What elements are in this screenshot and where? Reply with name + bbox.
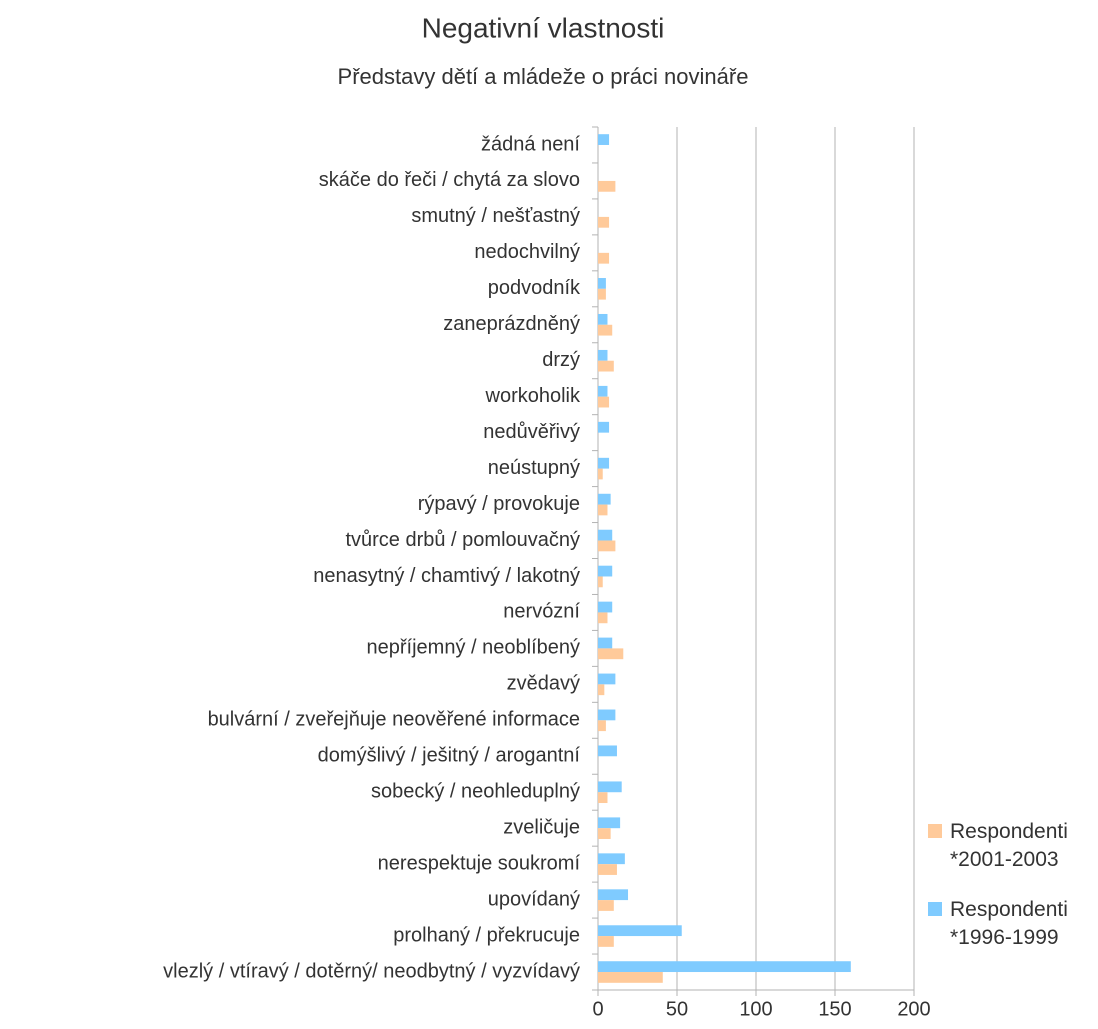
legend-item: Respondenti *1996-1999 <box>928 896 1093 952</box>
bar <box>598 385 608 397</box>
y-tick-label: sobecký / neohleduplný <box>371 781 580 803</box>
bar <box>598 900 614 911</box>
bar <box>598 540 616 552</box>
x-tick-label: 0 <box>592 998 603 1020</box>
x-tick-label: 100 <box>739 998 772 1020</box>
y-tick-label: nedochvilný <box>474 241 580 263</box>
bar <box>598 278 606 289</box>
bar <box>598 637 613 649</box>
bar <box>598 889 629 901</box>
bar <box>598 936 614 947</box>
bar <box>598 792 608 804</box>
bar <box>598 576 603 588</box>
chart-title: Negativní vlastnosti <box>422 12 665 43</box>
bar <box>598 493 611 505</box>
bar <box>598 709 616 721</box>
y-tick-label: nepříjemný / neoblíbený <box>367 637 580 659</box>
bar <box>598 457 610 469</box>
bar <box>598 360 614 372</box>
legend: Respondenti *2001-2003 Respondenti *1996-… <box>928 818 1093 974</box>
y-tick-label: žádná není <box>481 133 580 155</box>
y-tick-label: tvůrce drbů / pomlouvačný <box>345 529 580 551</box>
bar <box>598 349 608 361</box>
x-tick-label: 200 <box>897 998 930 1020</box>
bar <box>598 421 610 433</box>
bar <box>598 180 616 192</box>
chart-subtitle: Představy dětí a mládeže o práci novinář… <box>338 64 749 89</box>
bar <box>598 673 616 685</box>
y-tick-label: rýpavý / provokuje <box>418 493 580 515</box>
legend-label: Respondenti *2001-2003 <box>950 820 1068 871</box>
y-tick-label: nedůvěřivý <box>483 421 580 443</box>
legend-swatch <box>928 824 942 838</box>
bar <box>598 648 624 660</box>
bar <box>598 288 606 300</box>
y-tick-label: nervózní <box>503 601 580 623</box>
bar <box>598 972 663 983</box>
bar <box>598 216 610 228</box>
y-tick-label: podvodník <box>488 277 581 299</box>
bar <box>598 925 682 937</box>
y-tick-label: skáče do řeči / chytá za slovo <box>319 169 580 191</box>
bar <box>598 781 622 793</box>
bar <box>598 864 617 875</box>
legend-swatch <box>928 902 942 916</box>
bar <box>598 745 617 757</box>
y-tick-label: zvědavý <box>507 673 580 695</box>
x-tick-label: 50 <box>666 998 688 1020</box>
y-tick-label: nerespektuje soukromí <box>378 852 581 874</box>
bar <box>598 817 621 829</box>
x-tick-label: 150 <box>818 998 851 1020</box>
bar <box>598 601 613 613</box>
y-tick-label: zveličuje <box>503 816 580 838</box>
y-tick-label: smutný / nešťastný <box>411 205 580 227</box>
bar <box>598 134 610 145</box>
y-tick-label: zaneprázdněný <box>443 313 580 335</box>
bar <box>598 853 625 865</box>
y-tick-label: bulvární / zveřejňuje neověřené informac… <box>208 709 580 731</box>
bar <box>598 565 613 577</box>
y-tick-label: prolhaný / překrucuje <box>393 924 580 946</box>
bar <box>598 324 613 336</box>
bar <box>598 313 608 325</box>
bar <box>598 720 606 732</box>
bar <box>598 828 611 839</box>
bar <box>598 252 610 264</box>
bar <box>598 684 605 696</box>
bar <box>598 961 851 973</box>
y-tick-label: drzý <box>542 349 580 371</box>
bar <box>598 396 610 408</box>
legend-label: Respondenti *1996-1999 <box>950 898 1068 949</box>
bar <box>598 504 608 516</box>
y-tick-label: upovídaný <box>488 888 580 910</box>
y-tick-label: vlezlý / vtíravý / dotěrný/ neodbytný / … <box>163 960 580 982</box>
bar <box>598 468 603 480</box>
bar <box>598 612 608 624</box>
bar <box>598 529 613 541</box>
y-tick-label: neústupný <box>488 457 580 479</box>
y-tick-label: nenasytný / chamtivý / lakotný <box>313 565 580 587</box>
y-tick-label: workoholik <box>485 385 581 407</box>
y-tick-label: domýšlivý / ješitný / arogantní <box>318 745 581 767</box>
legend-item: Respondenti *2001-2003 <box>928 818 1093 874</box>
